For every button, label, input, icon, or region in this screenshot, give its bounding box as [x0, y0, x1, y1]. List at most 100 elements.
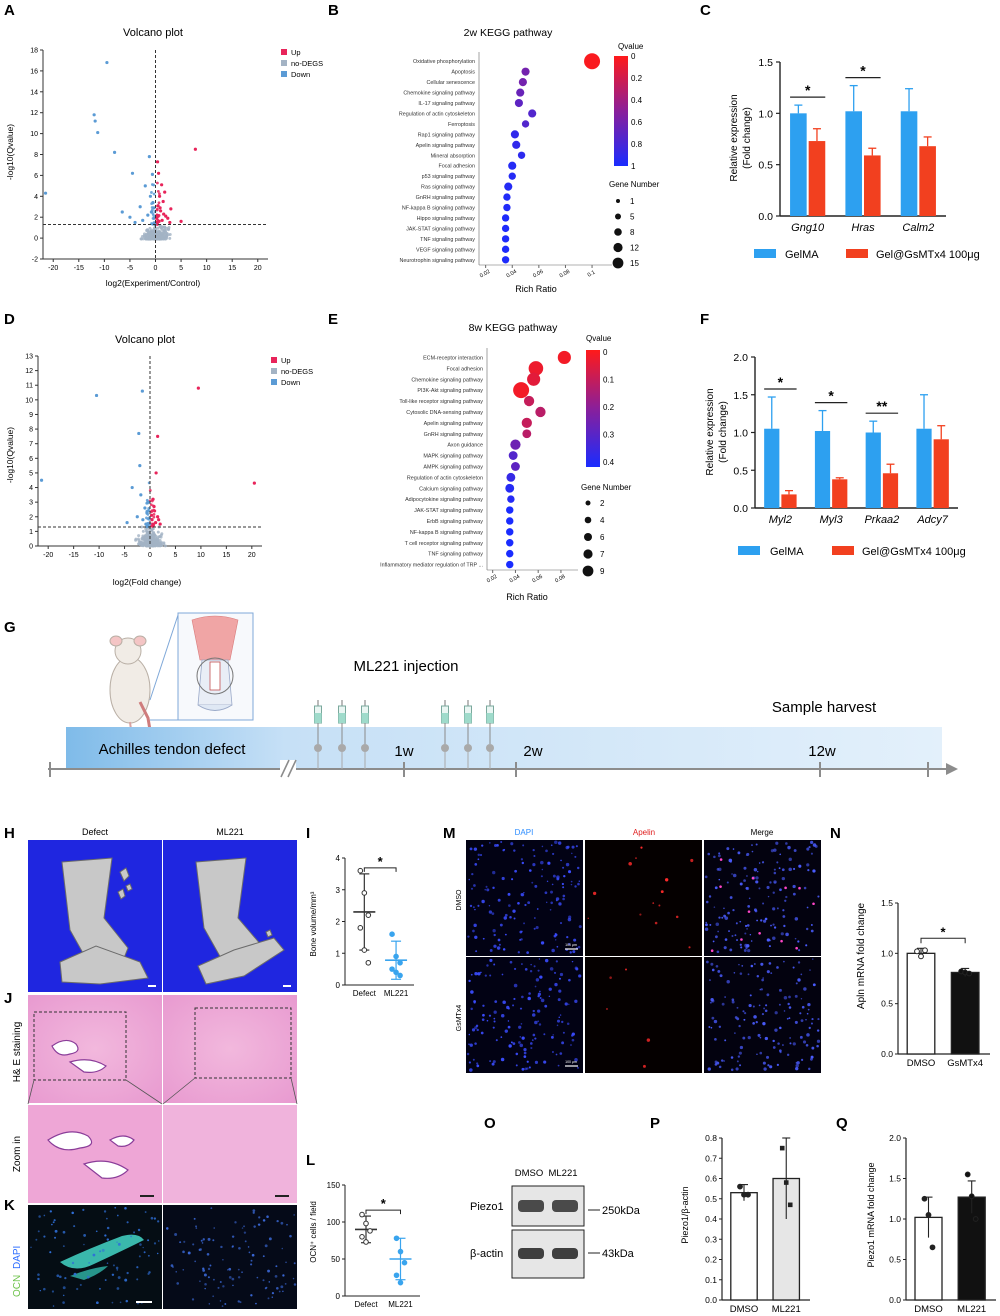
- signal-dot: [759, 988, 762, 991]
- signal-dot: [799, 1012, 802, 1015]
- signal-dot: [708, 1026, 711, 1028]
- signal-dot: [264, 1287, 267, 1290]
- significance-mark: *: [778, 374, 784, 390]
- m-gsmtx-row-label: GsMTx4: [456, 1005, 463, 1032]
- signal-dot: [504, 913, 508, 917]
- signal-dot: [250, 1294, 253, 1297]
- pathway-label: TNF signaling pathway: [420, 237, 475, 243]
- signal-dot: [137, 1228, 141, 1232]
- signal-dot: [507, 892, 511, 896]
- y-tick-label: 2.0: [733, 352, 748, 364]
- signal-dot: [817, 895, 820, 898]
- pathway-label: Hippo signaling pathway: [417, 216, 476, 222]
- y-tick-label: 2: [29, 514, 33, 521]
- signal-dot: [808, 846, 811, 849]
- x-tick-label: 0.06: [532, 269, 544, 280]
- signal-dot: [276, 1286, 279, 1290]
- signal-dot: [512, 1004, 515, 1007]
- signal-dot: [54, 1236, 56, 1239]
- syringe-fluid: [338, 713, 346, 723]
- signal-dot: [200, 1239, 203, 1242]
- down-point: [152, 206, 156, 210]
- signal-dot: [564, 1002, 568, 1006]
- signal-dot: [548, 995, 551, 998]
- signal-dot: [553, 971, 557, 974]
- signal-dot: [704, 927, 709, 931]
- x-tick-label: -5: [121, 552, 127, 559]
- signal-dot: [576, 866, 580, 870]
- signal-dot: [43, 1235, 46, 1238]
- signal-dot: [763, 919, 767, 923]
- signal-dot: [772, 907, 776, 911]
- signal-dot: [531, 1039, 534, 1042]
- signal-dot: [115, 1266, 119, 1270]
- signal-dot: [730, 1056, 734, 1059]
- signal-dot: [469, 904, 473, 908]
- signal-dot: [572, 950, 576, 954]
- signal-dot: [732, 873, 737, 878]
- signal-dot: [574, 885, 577, 888]
- signal-dot: [720, 1059, 724, 1062]
- signal-dot: [474, 908, 476, 911]
- legend-gsmtx-swatch: [846, 249, 868, 258]
- signal-dot: [204, 1282, 207, 1286]
- y-tick-label: 0.5: [733, 465, 748, 477]
- signal-dot: [62, 1286, 66, 1290]
- signal-dot: [705, 923, 708, 927]
- signal-dot: [187, 1251, 191, 1255]
- up-point: [166, 216, 170, 220]
- signal-dot: [195, 1227, 198, 1229]
- if-nuclei-signals: [466, 840, 821, 1072]
- signal-dot: [743, 949, 747, 952]
- signal-dot: [522, 844, 525, 847]
- signal-dot: [517, 901, 520, 905]
- panel-k: OCN DAPI: [12, 1205, 297, 1309]
- signal-dot: [756, 870, 759, 873]
- signal-dot: [571, 1038, 575, 1042]
- signal-dot: [493, 933, 496, 937]
- category-label: Defect: [353, 989, 377, 998]
- signal-dot: [468, 878, 471, 881]
- panel-letter-h: H: [4, 825, 15, 842]
- data-point: [397, 972, 403, 979]
- signal-dot: [521, 861, 525, 865]
- signal-dot: [775, 841, 779, 845]
- x-tick-label: 0.02: [479, 269, 491, 280]
- pathway-label: T cell receptor signaling pathway: [405, 541, 484, 547]
- signal-dot: [37, 1277, 40, 1281]
- signal-dot: [738, 1024, 741, 1028]
- up-point: [158, 192, 161, 196]
- signal-dot: [770, 972, 773, 975]
- signal-dot: [191, 1298, 195, 1301]
- h-ml221-label: ML221: [216, 827, 244, 837]
- timeline-arrowhead: [946, 763, 958, 775]
- signal-dot: [551, 883, 554, 886]
- ml221-injection-label: ML221 injection: [353, 658, 458, 675]
- signal-dot: [731, 873, 733, 875]
- signal-dot: [756, 1053, 758, 1056]
- kegg-b-colorbar-ticks: 0 0.2 0.4 0.6 0.8 1: [631, 52, 643, 171]
- signal-dot: [789, 1042, 792, 1045]
- signal-dot: [796, 1061, 800, 1065]
- panel-letters: A B C D E F G H I J K L M N O P Q: [4, 2, 848, 1214]
- pathway-bubble: [523, 395, 535, 407]
- signal-dot: [515, 1064, 518, 1067]
- down-point: [145, 510, 149, 514]
- signal-dot: [210, 1207, 213, 1210]
- data-point: [359, 1234, 365, 1240]
- signal-dot: [806, 1012, 809, 1015]
- pathway-bubble: [501, 214, 510, 222]
- signal-dot: [510, 1041, 513, 1044]
- pathway-label: ErbB signaling pathway: [427, 519, 484, 525]
- y-tick-label: 10: [25, 397, 33, 404]
- signal-dot: [501, 876, 505, 881]
- signal-dot: [37, 1230, 40, 1233]
- calcaneus: [197, 704, 233, 711]
- signal-dot: [544, 891, 548, 895]
- signal-dot: [550, 844, 553, 847]
- panel-letter-c: C: [700, 2, 711, 19]
- signal-dot: [470, 887, 474, 890]
- signal-dot: [492, 870, 496, 875]
- signal-dot: [624, 968, 628, 971]
- signal-dot: [779, 1026, 782, 1030]
